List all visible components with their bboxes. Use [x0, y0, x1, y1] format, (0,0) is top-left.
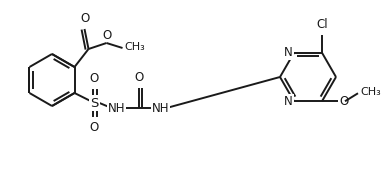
Text: CH₃: CH₃ — [360, 87, 381, 97]
Text: Cl: Cl — [316, 18, 328, 31]
Text: O: O — [102, 29, 111, 42]
Text: NH: NH — [108, 101, 125, 115]
Text: O: O — [89, 121, 98, 134]
Text: O: O — [134, 71, 143, 84]
Text: NH: NH — [152, 101, 169, 115]
Text: N: N — [284, 46, 293, 59]
Text: O: O — [80, 12, 89, 25]
Text: N: N — [284, 95, 293, 108]
Text: O: O — [89, 72, 98, 85]
Text: S: S — [90, 96, 99, 110]
Text: CH₃: CH₃ — [125, 42, 145, 52]
Text: O: O — [339, 95, 348, 108]
